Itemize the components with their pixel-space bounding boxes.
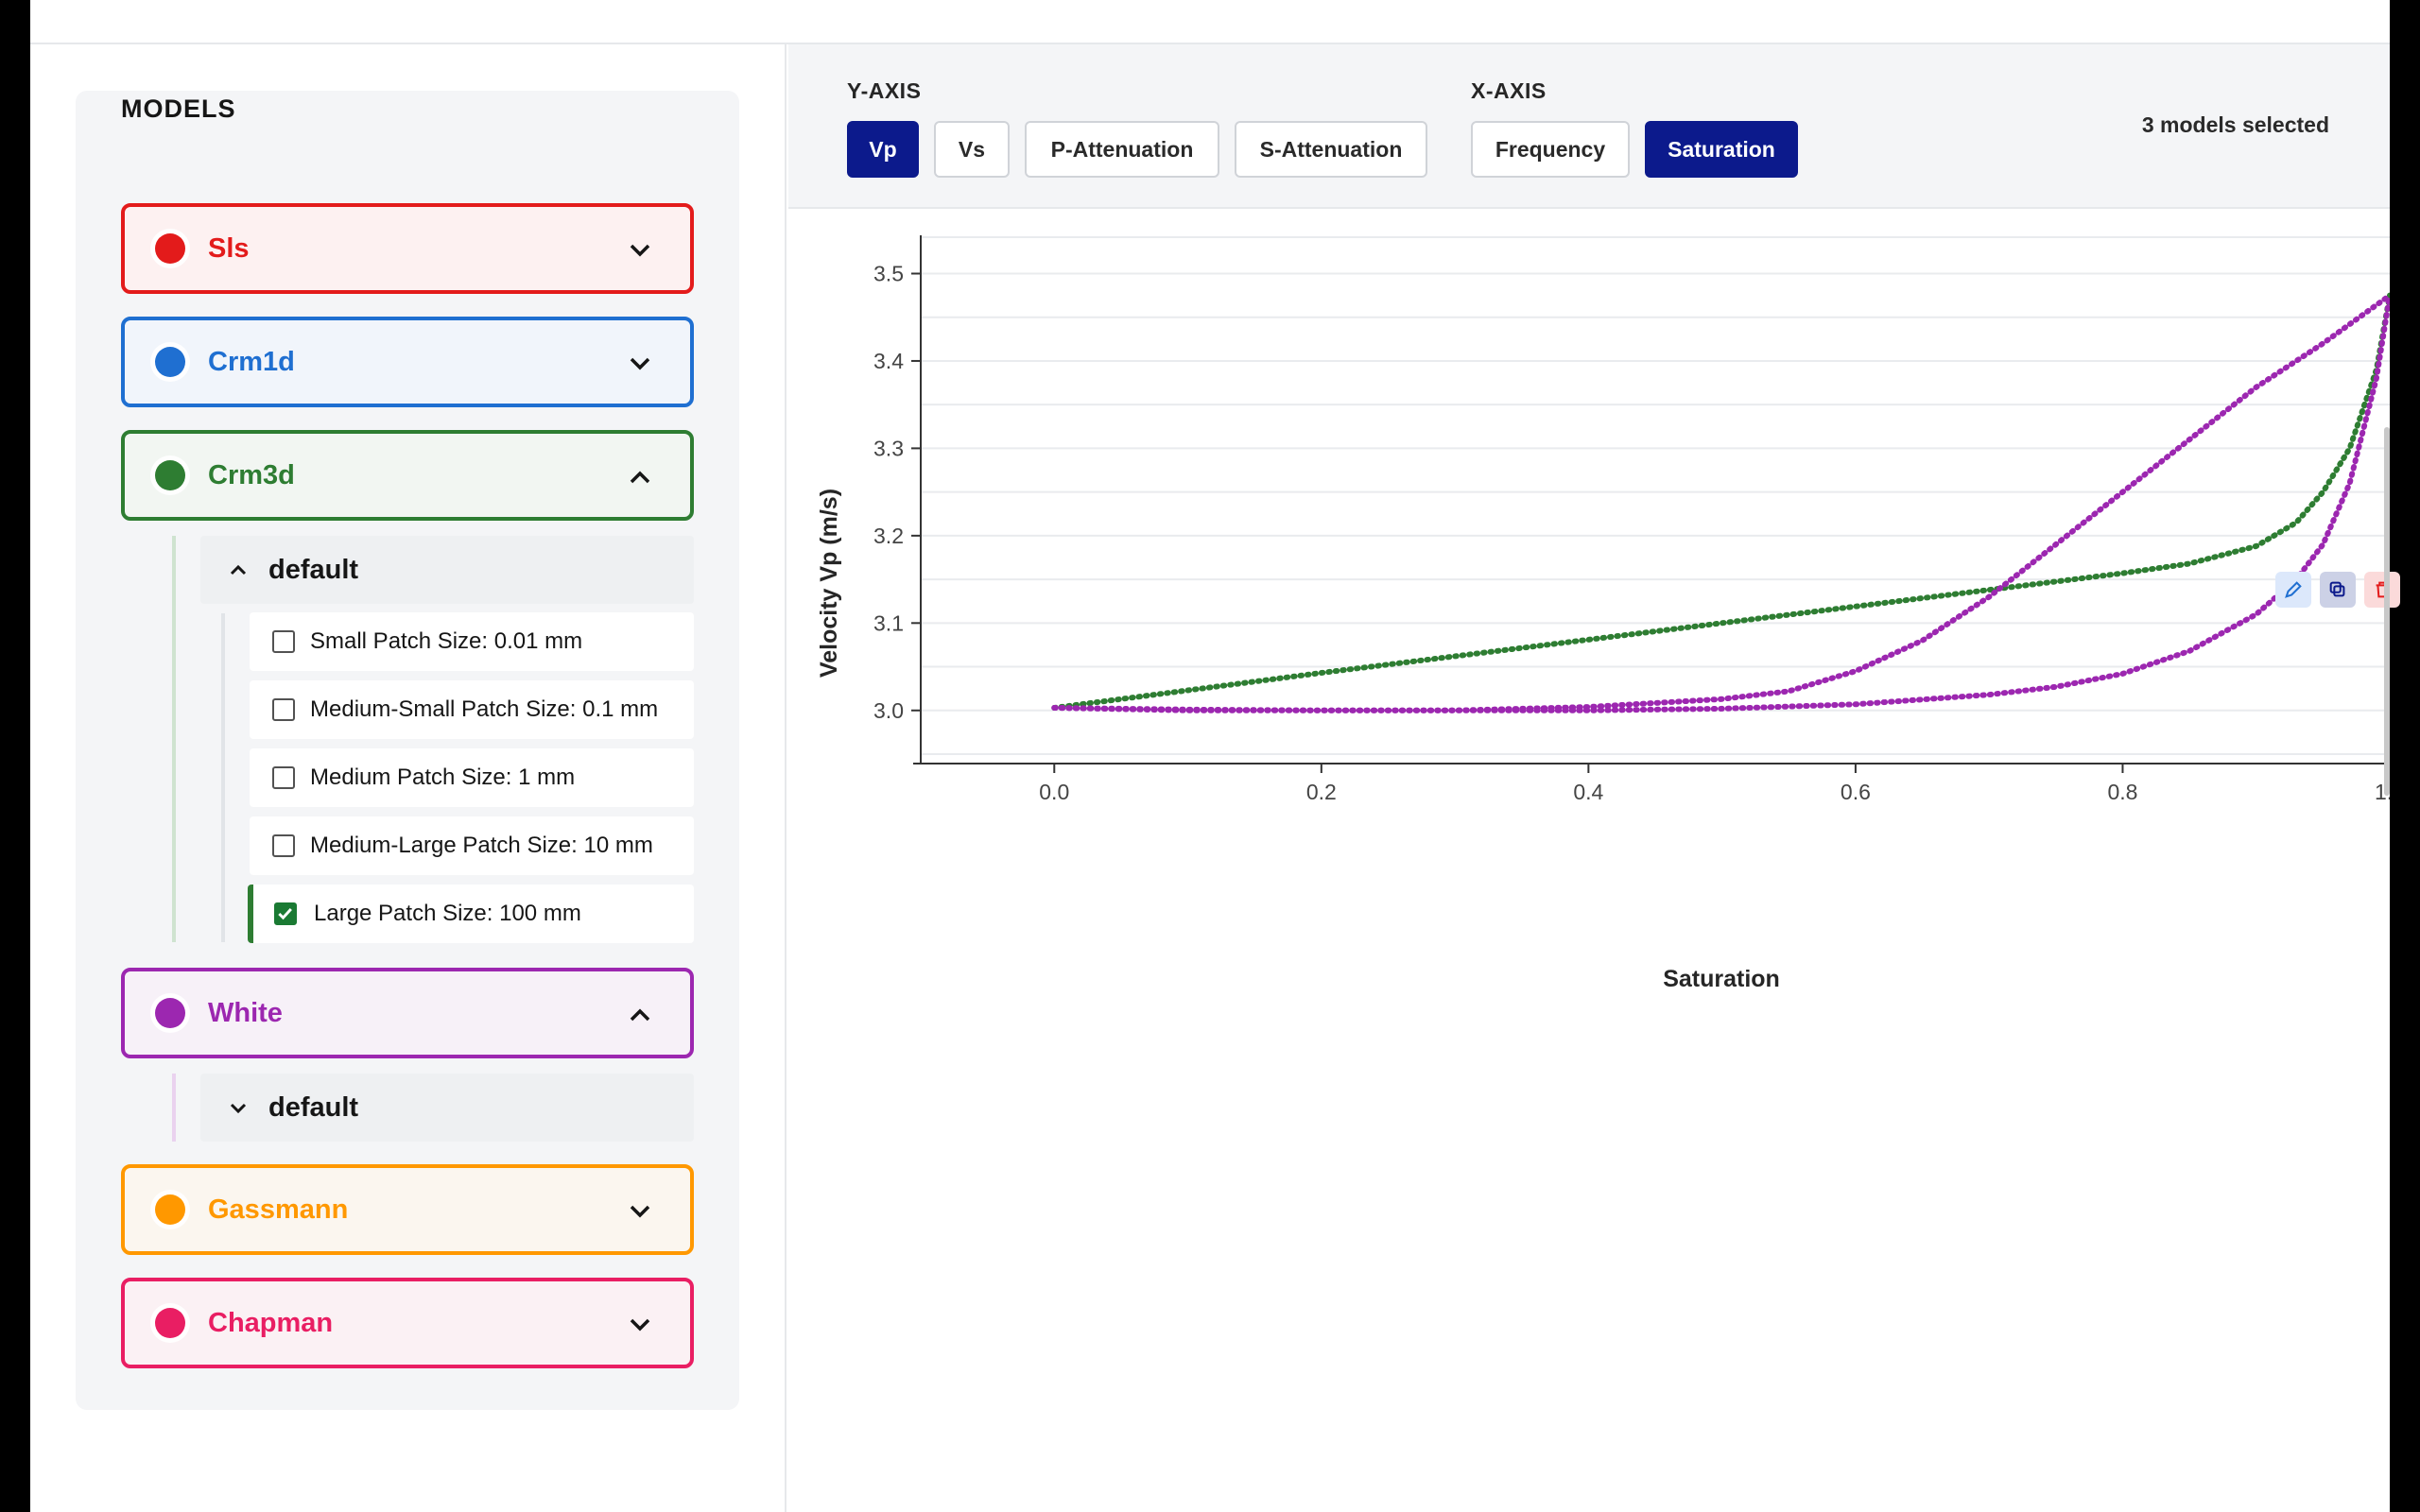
model-name: Crm3d (208, 460, 295, 490)
axis-controls: Y-AXIS Vp Vs P-Attenuation S-Attenuation… (788, 44, 2390, 209)
model-card-gassmann[interactable]: Gassmann (121, 1164, 694, 1255)
checkbox[interactable] (272, 698, 295, 721)
model-color-dot (155, 347, 185, 377)
x-tick-label: 0.0 (1039, 780, 1069, 804)
x-tick-label: 0.8 (2107, 780, 2137, 804)
chevron-down-icon[interactable] (628, 354, 652, 373)
y-axis-title: Velocity Vp (m/s) (816, 489, 842, 678)
y-axis-label: Y-AXIS (847, 78, 922, 103)
group-label: default (268, 1092, 359, 1123)
chart-grid (921, 236, 2390, 755)
option-label: Medium-Large Patch Size: 10 mm (310, 833, 653, 858)
scrollbar[interactable] (2384, 427, 2390, 796)
y-axis-vs-button[interactable]: Vs (934, 121, 1010, 178)
x-axis-label: X-AXIS (1471, 78, 1547, 103)
tree-line-options (221, 613, 225, 942)
y-axis-s-attenuation-button[interactable]: S-Attenuation (1235, 121, 1427, 178)
y-tick-label: 3.2 (873, 524, 904, 548)
model-name: Chapman (208, 1308, 334, 1338)
model-card-sls[interactable]: Sls (121, 203, 694, 294)
x-tick-label: 0.4 (1573, 780, 1603, 804)
x-axis-frequency-button[interactable]: Frequency (1471, 121, 1630, 178)
model-name: Sls (208, 233, 250, 264)
main-panel: Y-AXIS Vp Vs P-Attenuation S-Attenuation… (788, 44, 2400, 1512)
y-tick-label: 3.3 (873, 436, 904, 460)
y-tick-label: 3.0 (873, 698, 904, 723)
y-tick-label: 3.5 (873, 261, 904, 285)
checkbox[interactable] (272, 834, 295, 857)
tree-line-white (172, 1074, 176, 1142)
chevron-up-icon (230, 564, 247, 576)
chevron-up-icon[interactable] (628, 468, 652, 487)
model-name: Crm1d (208, 347, 295, 377)
crm3d-default-group[interactable]: default (200, 536, 694, 604)
x-axis-title: Saturation (1663, 966, 1780, 992)
model-card-chapman[interactable]: Chapman (121, 1278, 694, 1368)
option-label: Medium Patch Size: 1 mm (310, 765, 576, 790)
option-large-patch[interactable]: Large Patch Size: 100 mm (248, 885, 694, 943)
model-card-crm1d[interactable]: Crm1d (121, 317, 694, 407)
checkbox[interactable] (272, 766, 295, 789)
option-label: Small Patch Size: 0.01 mm (310, 628, 583, 654)
chevron-down-icon (230, 1103, 247, 1114)
delete-button[interactable] (2364, 572, 2400, 608)
pencil-icon (2285, 581, 2302, 598)
option-label: Large Patch Size: 100 mm (314, 901, 581, 926)
chart-series (1051, 292, 2390, 713)
series-line-2[interactable] (1051, 292, 2390, 713)
model-color-dot (155, 1308, 185, 1338)
chevron-down-icon[interactable] (628, 1315, 652, 1334)
model-color-dot (155, 998, 185, 1028)
chart-axes: 3.03.13.23.33.43.50.00.20.40.60.81.0 (873, 235, 2390, 804)
series-line-0[interactable] (1051, 292, 2390, 711)
chevron-down-icon[interactable] (628, 1202, 652, 1221)
model-card-crm3d[interactable]: Crm3d (121, 430, 694, 521)
white-default-group[interactable]: default (200, 1074, 694, 1142)
option-medium-patch[interactable]: Medium Patch Size: 1 mm (250, 748, 694, 807)
x-tick-label: 0.2 (1306, 780, 1337, 804)
velocity-chart[interactable]: 3.03.13.23.33.43.50.00.20.40.60.81.0 Vel… (788, 211, 2390, 1061)
chart-area: 3.03.13.23.33.43.50.00.20.40.60.81.0 Vel… (788, 211, 2400, 1061)
group-label: default (268, 555, 359, 585)
y-tick-label: 3.4 (873, 349, 904, 373)
y-axis-vp-button[interactable]: Vp (847, 121, 919, 178)
chevron-down-icon[interactable] (628, 241, 652, 260)
checkmark-icon (278, 908, 292, 920)
models-selected-count: 3 models selected (2141, 112, 2329, 137)
y-axis-p-attenuation-button[interactable]: P-Attenuation (1025, 121, 1219, 178)
edit-button[interactable] (2275, 572, 2311, 608)
x-axis-saturation-button[interactable]: Saturation (1645, 121, 1798, 178)
tree-line-crm3d (172, 536, 176, 942)
model-color-dot (155, 1194, 185, 1225)
model-name: Gassmann (208, 1194, 349, 1225)
copy-button[interactable] (2320, 572, 2356, 608)
app-window: MODELS Sls Crm1d Crm3d default Small Pat… (30, 0, 2400, 1512)
models-title: MODELS (121, 94, 236, 123)
option-label: Medium-Small Patch Size: 0.1 mm (310, 696, 659, 722)
chevron-up-icon[interactable] (628, 1005, 652, 1024)
x-tick-label: 0.6 (1841, 780, 1871, 804)
y-tick-label: 3.1 (873, 610, 904, 635)
option-small-patch[interactable]: Small Patch Size: 0.01 mm (250, 612, 694, 671)
model-color-dot (155, 233, 185, 264)
option-medium-small-patch[interactable]: Medium-Small Patch Size: 0.1 mm (250, 680, 694, 739)
checkbox-checked[interactable] (274, 902, 297, 925)
option-medium-large-patch[interactable]: Medium-Large Patch Size: 10 mm (250, 816, 694, 875)
top-bar (30, 0, 2390, 44)
copy-icon (2329, 581, 2345, 597)
model-color-dot (155, 460, 185, 490)
checkbox[interactable] (272, 630, 295, 653)
model-card-white[interactable]: White (121, 968, 694, 1058)
model-name: White (208, 998, 283, 1028)
